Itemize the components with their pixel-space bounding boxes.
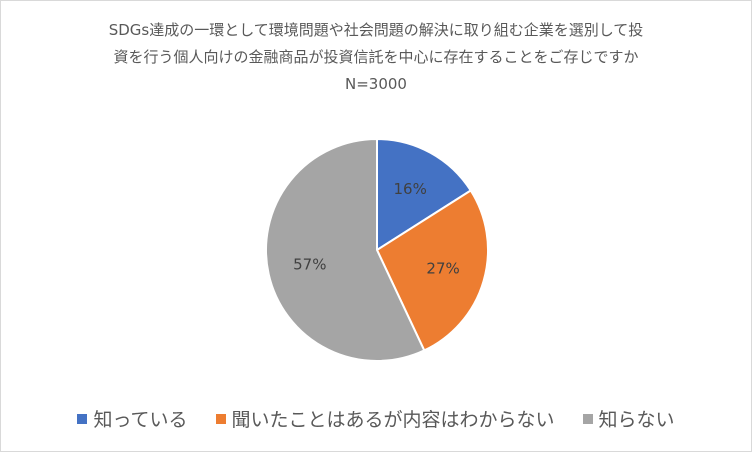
- pie-label-unaware: 57%: [293, 256, 326, 274]
- legend-swatch-unaware: [582, 413, 593, 424]
- legend-label-unaware: 知らない: [598, 409, 675, 431]
- legend-label-aware: 知っている: [93, 409, 188, 431]
- pie-label-aware: 16%: [394, 180, 427, 198]
- pie-label-heard: 27%: [426, 260, 459, 278]
- legend-swatch-heard: [215, 413, 226, 424]
- pie-slice-heard: [375, 189, 489, 352]
- legend-item-aware: 知っている: [77, 405, 188, 432]
- chart-title-line-1: SDGs達成の一環として環境問題や社会問題の解決に取り組む企業を選別して投: [108, 21, 644, 39]
- legend-item-heard: 聞いたことはあるが内容はわからない: [215, 405, 555, 432]
- chart-title: SDGs達成の一環として環境問題や社会問題の解決に取り組む企業を選別して投 資を…: [1, 17, 751, 98]
- chart-title-line-3: N=3000: [345, 75, 407, 93]
- chart-legend: 知っている 聞いたことはあるが内容はわからない 知らない: [1, 405, 751, 432]
- pie-slice-aware: [376, 137, 473, 252]
- legend-item-unaware: 知らない: [582, 405, 675, 432]
- pie-slice-unaware: [265, 137, 426, 362]
- legend-swatch-aware: [77, 413, 88, 424]
- legend-label-heard: 聞いたことはあるが内容はわからない: [231, 409, 555, 431]
- chart-title-line-2: 資を行う個人向けの金融商品が投資信託を中心に存在することをご存じですか: [113, 48, 639, 66]
